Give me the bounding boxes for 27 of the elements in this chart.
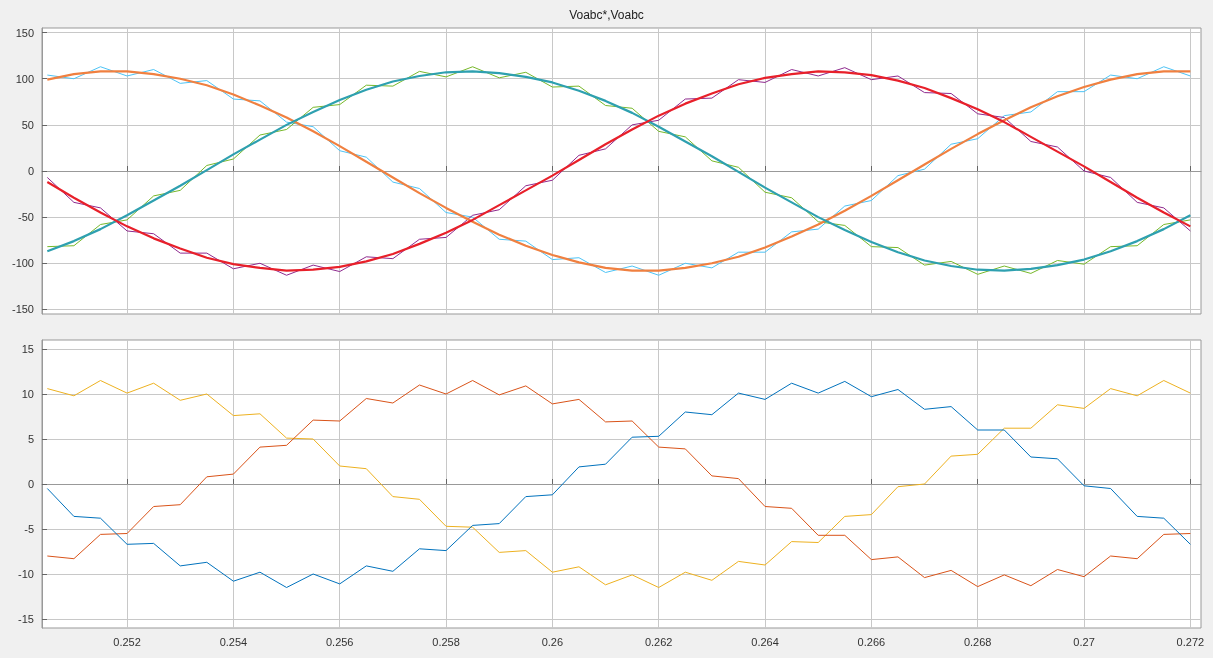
chart-title: Voabc*,Voabc xyxy=(569,8,644,22)
y-tick-label: -50 xyxy=(18,211,34,224)
y-tick-label: 5 xyxy=(27,433,34,445)
line-series xyxy=(46,380,1191,588)
y-tick-label: 10 xyxy=(21,388,34,400)
x-tick-label: 0.254 xyxy=(219,635,248,648)
x-tick-label: 0.264 xyxy=(751,635,779,648)
y-tick-label: 15 xyxy=(21,343,34,355)
x-tick-label: 0.266 xyxy=(857,635,886,648)
y-tick-label: -5 xyxy=(24,523,34,535)
x-tick-label: 0.252 xyxy=(113,635,141,648)
y-tick-label: -150 xyxy=(11,303,34,316)
y-tick-label: -10 xyxy=(18,568,34,580)
x-tick-label: 0.26 xyxy=(541,635,564,648)
x-tick-label: 0.272 xyxy=(1176,635,1205,648)
y-tick-label: 150 xyxy=(15,26,34,39)
y-tick-label: 100 xyxy=(15,72,34,85)
y-tick-label: -100 xyxy=(11,257,34,270)
x-tick-label: 0.268 xyxy=(963,635,992,648)
x-tick-label: 0.262 xyxy=(644,635,673,648)
y-tick-label: 0 xyxy=(27,478,34,490)
x-tick-label: 0.27 xyxy=(1073,635,1095,648)
x-tick-label: 0.256 xyxy=(325,635,354,648)
y-tick-label: 50 xyxy=(21,118,34,131)
x-tick-label: 0.258 xyxy=(432,635,460,648)
y-tick-label: 0 xyxy=(27,165,34,177)
y-tick-label: -15 xyxy=(18,613,34,625)
